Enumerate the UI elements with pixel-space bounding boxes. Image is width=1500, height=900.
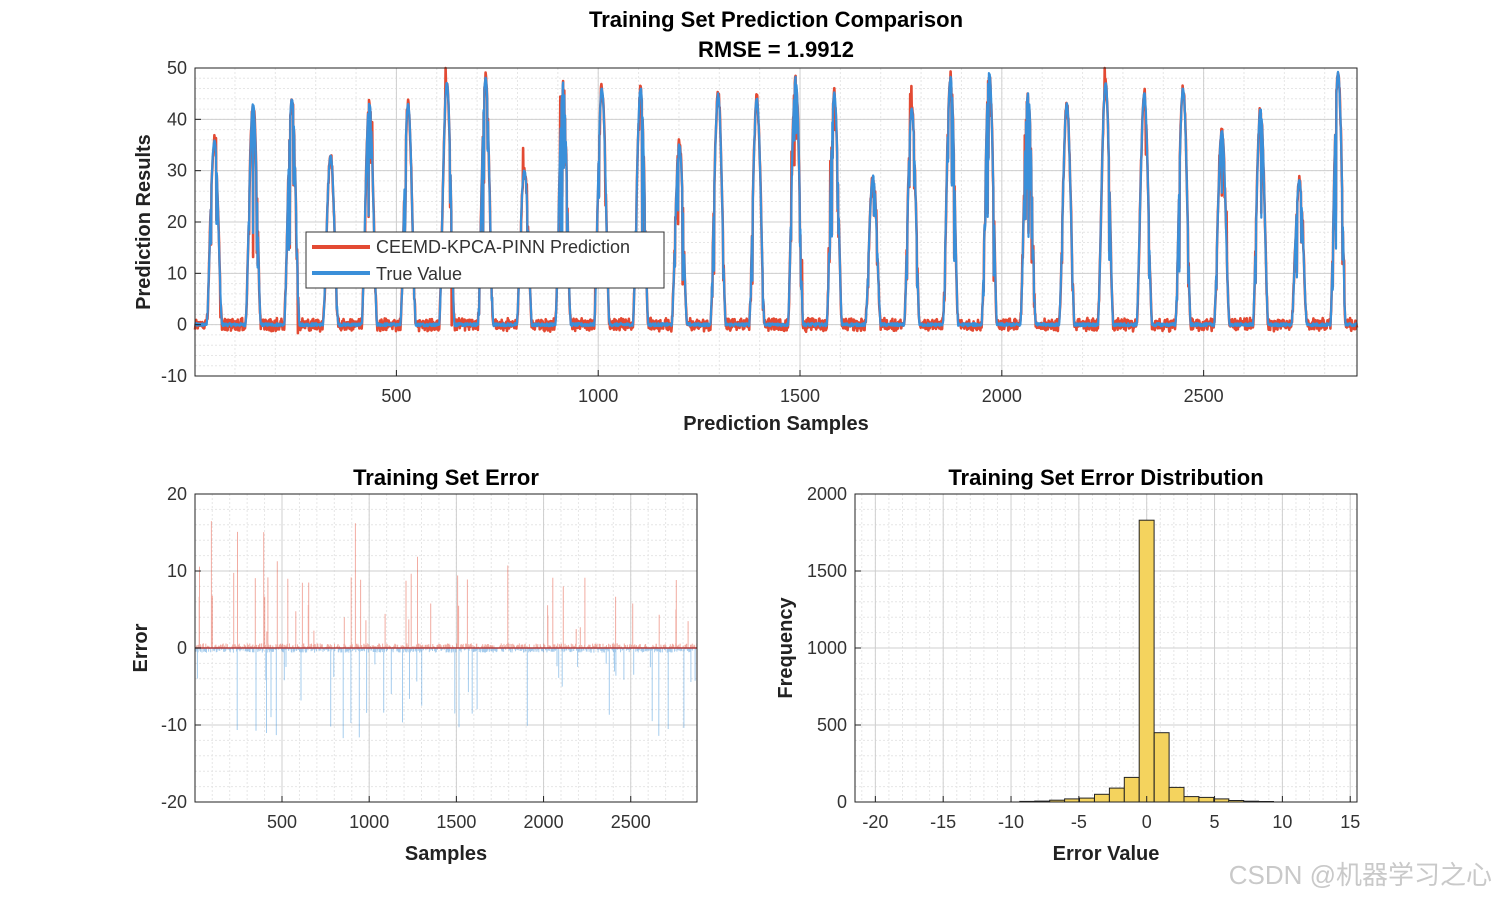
prediction-tick-label-y: 40 xyxy=(167,109,187,129)
error-tick-label-x: 500 xyxy=(267,812,297,832)
histogram-bar xyxy=(1079,797,1095,803)
error-distribution-panel: Training Set Error Distribution -20 -15 -1… xyxy=(775,465,1360,865)
legend-box xyxy=(305,231,665,289)
distribution-tick-label-x: 5 xyxy=(1210,812,1220,832)
distribution-tick-label-x: 10 xyxy=(1272,812,1292,832)
histogram-bar xyxy=(1183,796,1200,803)
watermark: CSDN @机器学习之心 xyxy=(1228,860,1492,890)
prediction-tick-label-y: 50 xyxy=(167,58,187,78)
histogram-bar xyxy=(1123,776,1140,803)
error-xlabel: Samples xyxy=(405,843,487,865)
error-tick-label-y: -10 xyxy=(161,715,187,735)
histogram-bar xyxy=(1138,519,1155,803)
error-title: Training Set Error xyxy=(353,465,539,490)
prediction-ticks: 500 1000 1500 2000 2500 -10 0 10 20 30 40 50 xyxy=(161,58,1224,406)
error-plot-area xyxy=(194,521,698,739)
prediction-tick-label-y: 0 xyxy=(177,315,187,335)
prediction-tick-label-x: 500 xyxy=(381,386,411,406)
distribution-plot-area xyxy=(1019,519,1274,803)
error-tick-label-x: 1500 xyxy=(436,812,476,832)
distribution-grid xyxy=(855,493,1357,803)
distribution-tick-label-x: -5 xyxy=(1071,812,1087,832)
prediction-tick-label-x: 1500 xyxy=(780,386,820,406)
prediction-tick-label-y: -10 xyxy=(161,366,187,386)
histogram-bar xyxy=(1168,786,1185,803)
error-panel: Training Set Error 500 1000 1500 2000 2500 -2… xyxy=(130,465,698,865)
error-tick-label-y: 20 xyxy=(167,484,187,504)
distribution-tick-label-x: -15 xyxy=(930,812,956,832)
prediction-tick-label-x: 1000 xyxy=(578,386,618,406)
prediction-tick-label-x: 2000 xyxy=(982,386,1022,406)
error-tick-label-y: 0 xyxy=(177,638,187,658)
prediction-tick-label-y: 20 xyxy=(167,212,187,232)
distribution-tick-label-y: 0 xyxy=(837,792,847,812)
histogram-bar xyxy=(1108,787,1125,803)
histogram-bar xyxy=(1198,796,1215,803)
distribution-title: Training Set Error Distribution xyxy=(948,465,1263,490)
prediction-tick-label-x: 2500 xyxy=(1184,386,1224,406)
error-tick-label-x: 1000 xyxy=(349,812,389,832)
distribution-tick-label-y: 2000 xyxy=(807,484,847,504)
prediction-tick-label-y: 10 xyxy=(167,263,187,283)
prediction-xlabel: Prediction Samples xyxy=(683,413,869,435)
error-ylabel: Error xyxy=(130,623,152,672)
distribution-tick-label-y: 1500 xyxy=(807,561,847,581)
error-tick-label-x: 2500 xyxy=(611,812,651,832)
histogram-bar xyxy=(1153,732,1170,803)
true-value-series-line xyxy=(193,70,1358,328)
distribution-ylabel: Frequency xyxy=(775,597,797,699)
prediction-title: Training Set Prediction Comparison xyxy=(589,7,963,32)
distribution-tick-label-y: 1000 xyxy=(807,638,847,658)
error-tick-label-x: 2000 xyxy=(524,812,564,832)
distribution-tick-label-x: -20 xyxy=(862,812,888,832)
distribution-xlabel: Error Value xyxy=(1053,843,1160,865)
prediction-comparison-panel: Training Set Prediction Comparison RMSE … xyxy=(133,7,1359,435)
legend: CEEMD-KPCA-PINN Prediction True Value xyxy=(305,231,665,289)
prediction-plot-area xyxy=(193,66,1359,335)
rmse-subtitle: RMSE = 1.9912 xyxy=(698,37,854,62)
histogram-bar xyxy=(1094,793,1110,803)
distribution-ticks: -20 -15 -10 -5 0 5 10 15 0 500 1000 1500 2000 xyxy=(807,484,1360,832)
distribution-tick-label-x: -10 xyxy=(998,812,1024,832)
distribution-tick-label-y: 500 xyxy=(817,715,847,735)
error-tick-label-y: -20 xyxy=(161,792,187,812)
error-tick-label-y: 10 xyxy=(167,561,187,581)
distribution-tick-label-x: 15 xyxy=(1340,812,1360,832)
prediction-tick-label-y: 30 xyxy=(167,161,187,181)
error-positive-stems xyxy=(195,521,698,648)
distribution-tick-label-x: 0 xyxy=(1142,812,1152,832)
legend-label-true-value: True Value xyxy=(376,264,462,284)
legend-label-prediction: CEEMD-KPCA-PINN Prediction xyxy=(376,237,630,257)
prediction-ylabel: Prediction Results xyxy=(133,134,155,310)
error-ticks: 500 1000 1500 2000 2500 -20 -10 0 10 20 xyxy=(161,484,651,832)
